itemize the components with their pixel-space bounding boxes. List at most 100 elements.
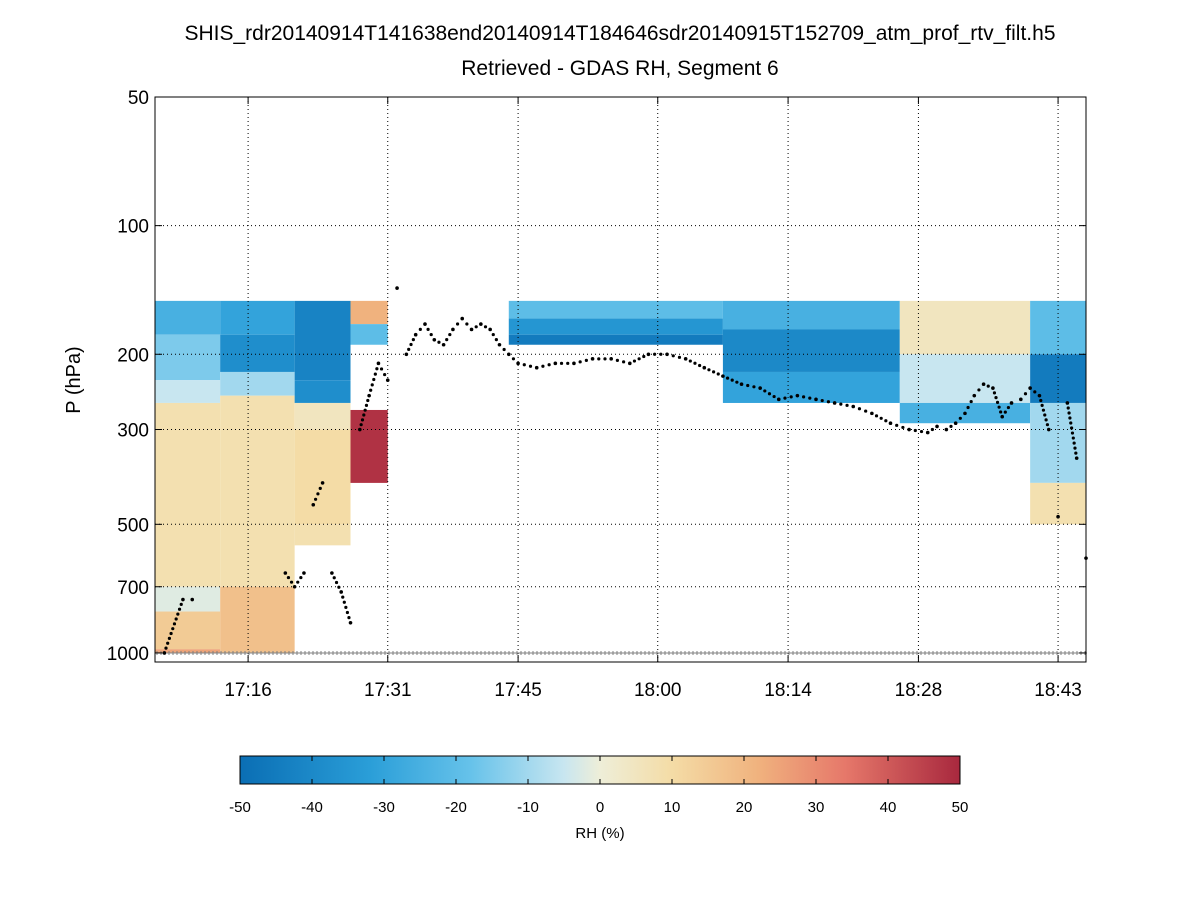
surface-marker <box>475 650 479 655</box>
surface-marker <box>667 650 671 655</box>
cloud-top-marker <box>808 396 812 400</box>
surface-marker <box>1027 650 1031 655</box>
surface-marker <box>403 650 407 655</box>
surface-marker <box>535 650 539 655</box>
surface-marker <box>599 650 603 655</box>
cloud-top-marker <box>986 384 990 388</box>
surface-marker <box>951 650 955 655</box>
cloud-top-marker <box>870 411 874 416</box>
surface-marker <box>559 650 563 655</box>
cloud-top-marker <box>584 358 588 362</box>
cloud-top-marker <box>289 580 294 584</box>
surface-marker <box>231 650 235 655</box>
colorbar-tick-label: 10 <box>664 799 681 816</box>
surface-marker <box>659 650 663 655</box>
cloud-top-marker <box>372 377 376 382</box>
cloud-top-marker <box>814 397 818 402</box>
cloud-top-marker <box>864 409 868 413</box>
cloud-top-marker <box>590 357 595 361</box>
y-axis: 50 100 200 300 500 700 1000 <box>107 88 1086 665</box>
cloud-top-marker <box>166 641 170 645</box>
cloud-top-marker <box>347 616 351 620</box>
surface-marker <box>419 650 423 655</box>
cloud-top-marker <box>172 622 177 626</box>
plot-frame <box>154 96 1087 663</box>
cloud-top-marker <box>483 325 488 329</box>
cloud-top-marker <box>949 424 953 428</box>
colorbar-tick-label: -40 <box>301 799 323 816</box>
cloud-top-marker <box>1070 431 1075 435</box>
cloud-top-marker <box>313 497 318 501</box>
heatmap-cell <box>294 402 351 430</box>
surface-pressure-series <box>155 650 1087 655</box>
cloud-top-marker <box>164 646 168 650</box>
cloud-top-marker <box>445 338 449 342</box>
surface-marker <box>655 650 659 655</box>
cloud-top-marker <box>491 332 495 337</box>
surface-marker <box>343 650 347 655</box>
cloud-top-marker <box>162 651 167 655</box>
cloud-top-marker <box>958 416 962 420</box>
cloud-top-marker <box>712 370 716 374</box>
cloud-top-marker <box>179 602 183 607</box>
surface-marker <box>323 650 327 655</box>
surface-marker <box>1047 650 1051 655</box>
surface-marker <box>611 650 615 655</box>
surface-marker <box>215 650 219 655</box>
surface-marker <box>887 650 891 655</box>
heatmap-cell <box>294 524 351 546</box>
cloud-top-marker <box>1043 413 1047 417</box>
surface-marker <box>807 650 811 655</box>
surface-marker <box>271 650 275 655</box>
cloud-top-marker <box>332 576 336 580</box>
surface-marker <box>675 650 679 655</box>
surface-marker <box>615 650 619 655</box>
surface-marker <box>871 650 875 655</box>
cloud-top-marker <box>367 393 371 398</box>
surface-marker <box>335 650 339 655</box>
surface-marker <box>435 650 439 655</box>
cloud-top-marker <box>994 396 998 400</box>
surface-marker <box>891 650 895 655</box>
heatmap-cell <box>1030 402 1086 483</box>
cloud-top-marker <box>441 342 446 347</box>
surface-marker <box>551 650 555 655</box>
surface-marker <box>991 650 995 655</box>
heatmap-cell <box>155 380 221 403</box>
cloud-top-marker <box>707 368 711 372</box>
surface-marker <box>187 650 191 655</box>
surface-marker <box>443 650 447 655</box>
surface-marker <box>431 650 435 655</box>
surface-marker <box>555 650 559 655</box>
cloud-top-marker <box>930 427 934 432</box>
surface-marker <box>563 650 567 655</box>
surface-marker <box>527 650 531 655</box>
cloud-top-marker <box>528 364 533 368</box>
surface-marker <box>515 650 519 655</box>
cloud-top-marker <box>997 405 1001 409</box>
surface-marker <box>455 650 459 655</box>
cloud-top-marker <box>358 427 362 432</box>
cloud-top-marker <box>494 338 498 342</box>
surface-marker <box>367 650 371 655</box>
heatmap-cell <box>294 429 351 525</box>
surface-marker <box>703 650 707 655</box>
surface-marker <box>783 650 787 655</box>
x-tick-label: 17:16 <box>224 680 272 701</box>
surface-marker <box>847 650 851 655</box>
cloud-top-marker <box>474 325 478 329</box>
cloud-top-marker <box>502 347 506 352</box>
cloud-top-marker <box>763 389 767 393</box>
surface-marker <box>983 650 987 655</box>
cloud-top-marker <box>516 361 520 366</box>
surface-marker <box>863 650 867 655</box>
heatmap-cell <box>155 402 221 587</box>
surface-marker <box>547 650 551 655</box>
cloud-top-marker <box>995 400 1000 405</box>
surface-marker <box>719 650 723 655</box>
surface-marker <box>707 650 711 655</box>
cloud-top-marker <box>169 631 173 636</box>
surface-marker <box>319 650 323 655</box>
surface-marker <box>195 650 199 655</box>
cloud-top-marker <box>534 365 539 370</box>
